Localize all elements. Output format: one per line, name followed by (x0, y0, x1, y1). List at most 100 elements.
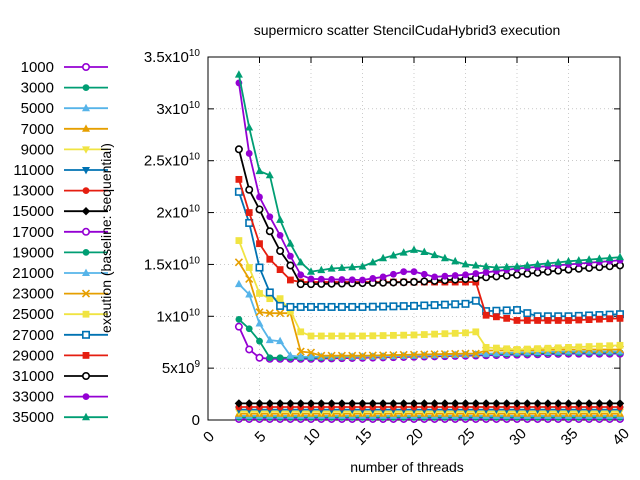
data-point (554, 399, 563, 408)
data-point (574, 399, 583, 408)
series-line (238, 149, 621, 286)
series-15000 (234, 399, 625, 408)
data-point (492, 399, 501, 408)
data-point (431, 330, 438, 338)
data-point (358, 302, 367, 311)
data-point (399, 278, 408, 287)
data-point (512, 399, 522, 408)
x-axis-label: number of threads (350, 459, 464, 475)
y-axis-label: exeution (baseline: sequential) (98, 143, 114, 333)
data-point (595, 347, 604, 355)
data-point (327, 351, 336, 360)
series-25000 (235, 237, 624, 353)
data-point (564, 347, 573, 355)
data-point (317, 265, 326, 274)
data-point (493, 313, 500, 321)
data-point (276, 231, 284, 239)
data-point (399, 248, 408, 256)
data-point (564, 399, 573, 408)
legend-item-23000: 23000 (12, 286, 108, 303)
data-point (513, 346, 521, 353)
data-point (296, 280, 305, 289)
data-point (389, 251, 398, 259)
data-point (462, 329, 469, 337)
data-point (245, 150, 253, 157)
data-point (82, 352, 90, 359)
data-point (379, 273, 387, 281)
legend-label: 17000 (12, 224, 54, 241)
data-point (605, 253, 614, 261)
data-point (256, 337, 263, 345)
data-point (492, 306, 501, 315)
data-point (533, 268, 542, 277)
data-point (306, 399, 316, 408)
data-point (337, 399, 347, 408)
data-point (451, 300, 460, 309)
data-point (503, 345, 511, 353)
data-point (389, 302, 398, 311)
data-point (523, 309, 532, 318)
data-point (596, 315, 603, 323)
legend-label: 27000 (12, 327, 54, 344)
data-point (606, 342, 614, 350)
data-point (255, 353, 264, 362)
data-point (317, 275, 325, 283)
grid (208, 57, 620, 420)
data-point (234, 399, 244, 408)
data-point (327, 302, 336, 311)
series-27000 (234, 187, 624, 321)
data-point (296, 302, 305, 311)
data-point (492, 349, 501, 357)
data-point (399, 350, 408, 359)
legend-item-13000: 13000 (12, 183, 108, 200)
data-point (431, 273, 438, 281)
legend-label: 15000 (12, 203, 54, 220)
data-point (358, 351, 367, 360)
data-point (235, 315, 243, 323)
data-point (399, 302, 408, 311)
legend-item-33000: 33000 (12, 389, 108, 406)
legend-label: 13000 (12, 183, 54, 200)
legend-label: 11000 (13, 162, 54, 179)
data-point (420, 331, 428, 338)
data-point (287, 276, 294, 284)
data-point (82, 124, 90, 132)
data-point (379, 332, 387, 339)
legend-item-7000: 7000 (21, 121, 108, 138)
data-point (287, 307, 294, 315)
series-line (238, 179, 621, 322)
data-point (82, 227, 91, 236)
data-point (461, 299, 470, 308)
data-point (409, 350, 419, 359)
data-point (420, 301, 429, 310)
series-line (238, 82, 621, 281)
data-point (234, 279, 243, 288)
legend-item-31000: 31000 (12, 368, 108, 385)
data-point (245, 345, 254, 354)
legend-label: 35000 (12, 409, 54, 426)
data-point (255, 308, 264, 317)
data-point (574, 256, 583, 264)
legend-item-5000: 5000 (21, 100, 108, 117)
legend-label: 23000 (12, 286, 54, 303)
legend-label: 19000 (12, 244, 54, 261)
data-point (471, 349, 480, 358)
data-point (615, 399, 625, 408)
data-point (327, 399, 336, 408)
x-tick-label: 0 (200, 428, 218, 446)
data-point (265, 227, 274, 236)
legend: 1000 3000 5000 7000 9000 11000 13000 15000 17000… (12, 59, 108, 426)
data-point (451, 329, 459, 337)
data-point (81, 207, 91, 216)
data-point (502, 262, 511, 271)
data-point (420, 247, 429, 255)
legend-item-9000: 9000 (21, 141, 108, 158)
data-point (337, 351, 346, 360)
data-point (512, 306, 521, 315)
data-point (440, 300, 449, 309)
data-point (543, 258, 552, 267)
data-point (256, 240, 263, 248)
data-point (265, 309, 274, 318)
x-tick-label: 5 (252, 428, 270, 446)
legend-label: 31000 (12, 368, 54, 385)
